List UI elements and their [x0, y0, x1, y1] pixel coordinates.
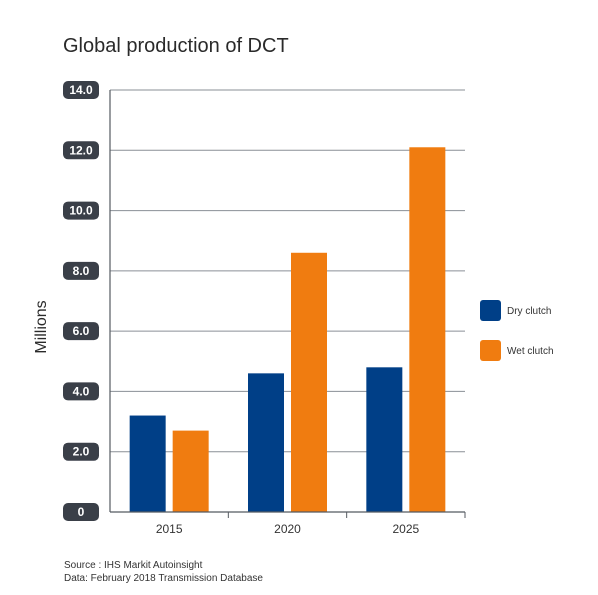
y-axis-label: Millions [33, 300, 50, 353]
data-note: Data: February 2018 Transmission Databas… [64, 573, 263, 584]
legend: Dry clutch Wet clutch [480, 300, 554, 361]
y-axis-ticks: 0 2.0 4.0 6.0 8.0 10.0 12.0 14.0 [63, 81, 99, 521]
bar [129, 415, 166, 512]
x-axis-ticks: 2015 2020 2025 [156, 512, 466, 536]
y-tick-badge [63, 141, 99, 160]
bar [172, 430, 209, 512]
bar [248, 373, 284, 512]
x-tick-label: 2020 [274, 522, 301, 536]
y-tick-label: 12.0 [69, 143, 93, 157]
legend-swatch [480, 300, 501, 321]
y-tick-label: 10.0 [69, 204, 93, 218]
y-tick-label: 4.0 [73, 384, 90, 398]
bar [291, 252, 327, 512]
y-tick-badge [63, 81, 99, 99]
y-tick-label: 2.0 [73, 445, 90, 459]
y-tick-label: 8.0 [73, 264, 90, 278]
bars [129, 147, 446, 512]
source-note: Source : IHS Markit Autoinsight [64, 560, 203, 571]
y-tick-badge [63, 382, 99, 401]
y-tick-badge [63, 322, 99, 341]
x-tick-label: 2025 [392, 522, 419, 536]
chart-title: Global production of DCT [63, 35, 289, 57]
y-tick-label: 6.0 [73, 324, 90, 338]
y-tick-badge [63, 261, 99, 280]
legend-label: Dry clutch [507, 306, 551, 317]
y-tick-label: 14.0 [69, 83, 93, 97]
legend-swatch [480, 340, 501, 361]
y-tick-badge [63, 442, 99, 461]
gridlines [110, 89, 465, 453]
y-tick-badge [63, 201, 99, 220]
bar [409, 147, 446, 512]
y-tick-badge [63, 503, 99, 521]
y-tick-label: 0 [78, 505, 85, 519]
legend-label: Wet clutch [507, 346, 554, 357]
bar [366, 367, 403, 512]
axes [109, 90, 465, 513]
x-tick-label: 2015 [156, 522, 183, 536]
